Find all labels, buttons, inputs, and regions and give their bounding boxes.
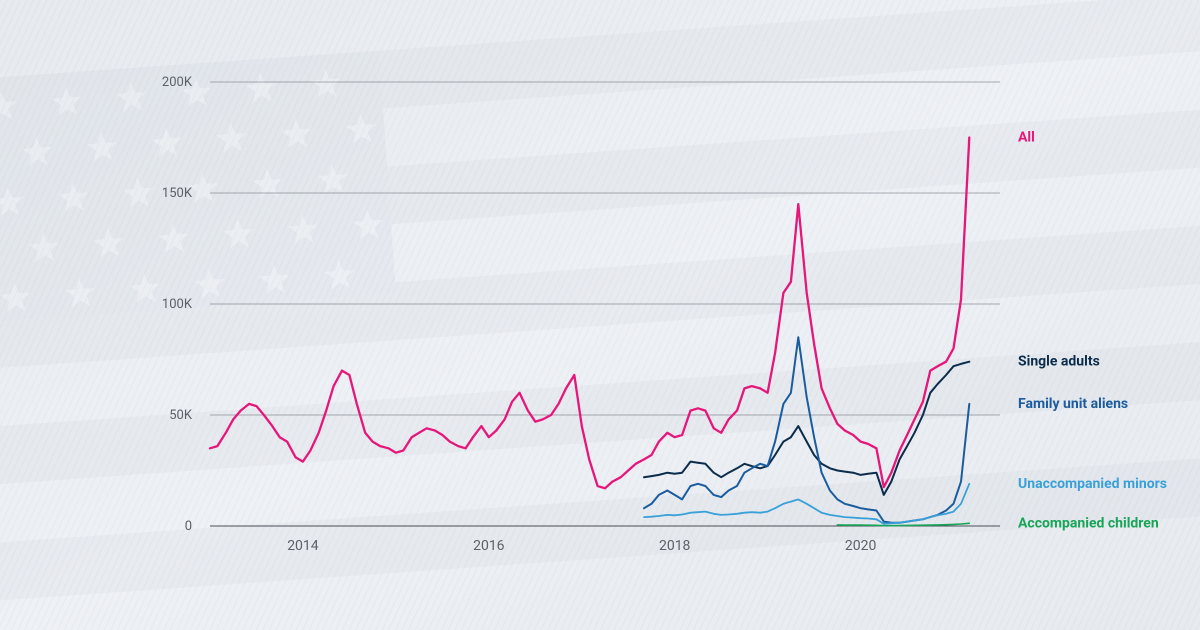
legend-family_unit: Family unit aliens xyxy=(1018,396,1128,412)
legend-acc_children: Accompanied children xyxy=(1018,515,1159,531)
y-tick-label: 200K xyxy=(162,75,193,90)
y-tick-label: 150K xyxy=(162,186,193,201)
y-tick-label: 50K xyxy=(169,408,193,423)
x-tick-label: 2020 xyxy=(845,538,877,554)
legend-single_adults: Single adults xyxy=(1018,354,1100,370)
x-tick-label: 2014 xyxy=(287,538,319,554)
x-tick-label: 2018 xyxy=(659,538,691,554)
chart-container: 0 50K 100K 150K 200K 2014 2016 2018 2020 All Singl… xyxy=(0,0,1200,630)
y-tick-label: 0 xyxy=(185,519,192,534)
y-tick-label: 100K xyxy=(162,297,193,312)
x-tick-label: 2016 xyxy=(473,538,505,554)
legend-all: All xyxy=(1018,130,1035,146)
legend-unacc_minors: Unaccompanied minors xyxy=(1018,476,1167,492)
